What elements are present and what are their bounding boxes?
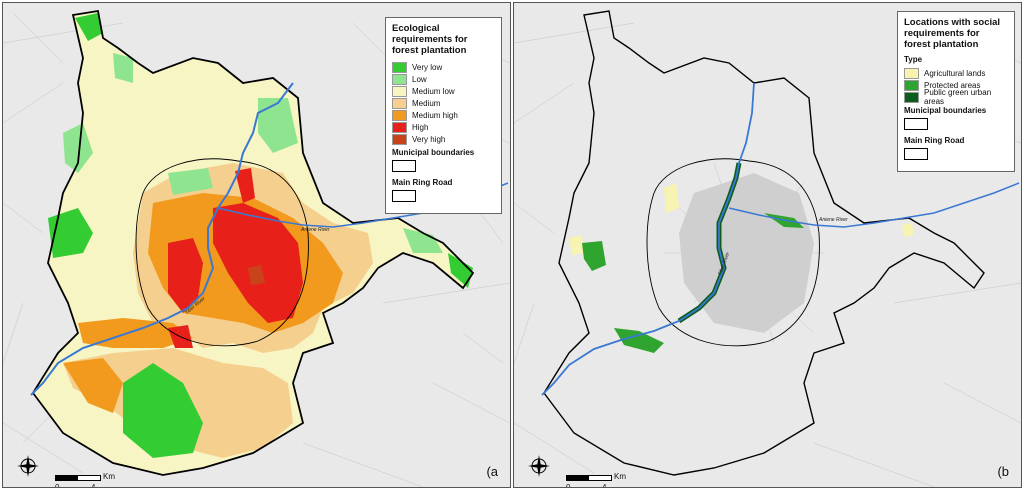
agricultural-patch <box>664 183 679 213</box>
panel-letter-b: (b <box>997 464 1009 479</box>
legend-a-ring-label: Main Ring Road <box>392 178 453 187</box>
ring-road <box>646 158 820 347</box>
legend-a: Ecological requirements for forest plant… <box>385 17 502 214</box>
panel-a-legend-swatch <box>392 121 407 133</box>
panel-b-legend-swatch <box>904 67 919 79</box>
agricultural-patch <box>569 235 584 255</box>
legend-b-type-label: Type <box>904 55 923 64</box>
panel-a-legend-item: Low <box>392 73 495 85</box>
social-map <box>514 10 1021 487</box>
legend-b: Locations with social requirements for f… <box>897 11 1015 172</box>
scale-unit: Km <box>103 472 115 481</box>
protected-area <box>582 241 606 271</box>
zone-low-west <box>63 123 93 173</box>
panel-b-legend-swatch <box>904 91 919 103</box>
zone-very-high <box>248 265 265 285</box>
panel-b-legend-label: Public green urban areas <box>924 88 992 106</box>
panel-b-legend-item: Agricultural lands <box>904 67 1008 79</box>
zone-low-ne <box>258 98 298 153</box>
zone-low-east <box>403 228 443 253</box>
map-panel-a: Aniene River Tiber River Ecological requ… <box>2 2 511 488</box>
zone-very-low-north <box>75 13 103 41</box>
ring-road-swatch <box>392 190 416 202</box>
protected-area <box>614 328 664 353</box>
zone-high <box>213 203 303 323</box>
street-network <box>3 12 510 487</box>
panel-letter-a: (a <box>486 464 498 479</box>
legend-a-municipal-label: Municipal boundaries <box>392 148 475 157</box>
legend-b-municipal-label: Municipal boundaries <box>904 106 987 115</box>
panel-a-legend-swatch <box>392 133 407 145</box>
panel-a-legend-swatch <box>392 109 407 121</box>
panel-a-legend-label: High <box>412 122 429 132</box>
panel-a-legend-label: Medium high <box>412 110 458 120</box>
panel-b-legend-item: Protected areas <box>904 79 1008 91</box>
ring-road-swatch <box>904 148 928 160</box>
panel-a-legend-item: Very high <box>392 133 495 145</box>
panel-a-legend-swatch <box>392 61 407 73</box>
panel-b-legend-item: Public green urban areas <box>904 88 1008 106</box>
panel-b-legend-label: Protected areas <box>924 80 981 90</box>
panel-a-legend-swatch <box>392 97 407 109</box>
agricultural-patch <box>902 223 914 237</box>
legend-b-ring-label: Main Ring Road <box>904 136 965 145</box>
legend-b-classes: Agricultural lands Protected areas Public … <box>904 67 1008 106</box>
scale-unit: Km <box>614 472 626 481</box>
municipal-boundary <box>543 10 985 476</box>
compass-icon <box>13 451 43 481</box>
zone-low-center <box>168 168 213 195</box>
panel-a-legend-item: Very low <box>392 61 495 73</box>
municipal-boundary-swatch <box>904 118 928 130</box>
aniene-river <box>728 182 1020 228</box>
zone-low-far-east <box>448 253 473 288</box>
panel-a-legend-label: Low <box>412 74 427 84</box>
panel-a-legend-label: Medium low <box>412 86 455 96</box>
panel-b-legend-swatch <box>904 79 919 91</box>
ecological-map <box>3 9 510 487</box>
panel-a-legend-label: Very low <box>412 62 443 72</box>
scale-zero: 0 <box>566 483 571 488</box>
aniene-river-label: Aniene River <box>301 227 330 233</box>
tiber-river <box>30 82 294 396</box>
panel-b-legend-label: Agricultural lands <box>924 68 986 78</box>
zone-very-low-south <box>123 363 203 458</box>
panel-a-legend-swatch <box>392 73 407 85</box>
panel-a-legend-label: Very high <box>412 134 446 144</box>
tiber-river <box>541 82 755 396</box>
panel-a-legend-item: Medium high <box>392 109 495 121</box>
panel-a-legend-swatch <box>392 85 407 97</box>
municipal-boundary <box>31 9 475 476</box>
scale-four: 4 <box>602 483 607 488</box>
ring-road <box>135 158 309 347</box>
legend-a-title: Ecological requirements for forest plant… <box>392 23 468 56</box>
zone-medium-high-sw <box>63 358 123 413</box>
zone-high-north <box>235 168 255 203</box>
panel-a-legend-label: Medium <box>412 98 441 108</box>
zone-low-north <box>113 53 133 83</box>
panel-a-legend-item: High <box>392 121 495 133</box>
legend-b-title: Locations with social requirements for f… <box>904 17 1001 50</box>
panel-a-legend-item: Medium low <box>392 85 495 97</box>
scale-zero: 0 <box>55 483 60 488</box>
aniene-river-label: Aniene River <box>819 217 848 223</box>
map-panel-b: Aniene River Tiber River Locations with … <box>513 2 1022 488</box>
zone-very-low-west <box>48 208 93 258</box>
zone-high-west <box>168 238 203 313</box>
panel-a-legend-item: Medium <box>392 97 495 109</box>
municipal-boundary-swatch <box>392 160 416 172</box>
scale-four: 4 <box>91 483 96 488</box>
legend-a-classes: Very low Low Medium low Medium Medium high Hi… <box>392 61 495 145</box>
compass-icon <box>524 451 554 481</box>
